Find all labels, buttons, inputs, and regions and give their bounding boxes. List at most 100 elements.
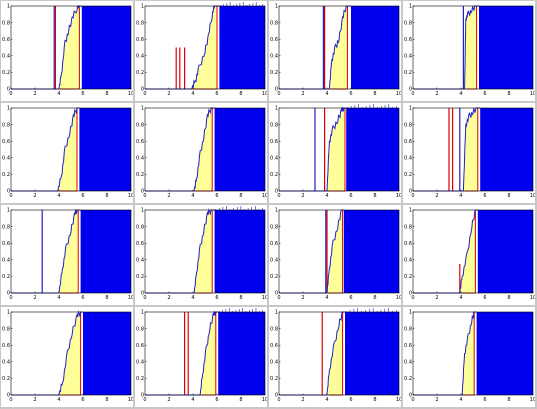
y-tick-label: 0.4 — [136, 360, 144, 366]
panel-13: 0 2 4 6 8 10 0 0.2 0.4 0.6 0.8 1 — [1, 307, 133, 407]
y-tick-label: 0.8 — [136, 20, 144, 26]
y-tick-label: 0.2 — [270, 376, 278, 382]
x-tick-label: 6 — [483, 295, 486, 301]
blue-block — [218, 312, 265, 395]
x-tick-label: 0 — [143, 397, 146, 403]
trace-line — [11, 5, 82, 90]
x-tick-label: 4 — [459, 397, 462, 403]
panel-4: 0 2 4 6 8 10 0 0.2 0.4 0.6 0.8 1 — [403, 1, 535, 101]
x-tick-label: 4 — [191, 397, 194, 403]
axes-box — [144, 209, 266, 294]
yellow-fill — [329, 6, 348, 89]
x-tick-label: 2 — [301, 295, 304, 301]
axes-box — [10, 5, 132, 90]
y-tick-label: 1 — [275, 106, 278, 112]
axes-box — [144, 5, 266, 90]
y-tick-label: 0.6 — [136, 241, 144, 247]
x-tick-label: 8 — [507, 295, 510, 301]
panel-plot: 0 2 4 6 8 10 0 0.2 0.4 0.6 0.8 1 — [404, 310, 535, 403]
y-tick-label: 0.8 — [270, 326, 278, 332]
y-tick-label: 0.6 — [404, 241, 412, 247]
y-tick-label: 0.4 — [136, 258, 144, 264]
y-tick-label: 0 — [141, 291, 144, 297]
panel-2: 0 2 4 6 8 10 0 0.2 0.4 0.6 0.8 1 — [135, 1, 267, 101]
trace-line — [279, 209, 344, 294]
y-tick-label: 0.2 — [136, 70, 144, 76]
trace-line — [279, 311, 345, 396]
panel-9: 0 2 4 6 8 10 0 0.2 0.4 0.6 0.8 1 — [1, 205, 133, 305]
axes-box — [144, 107, 266, 192]
y-tick-label: 0.2 — [2, 172, 10, 178]
y-tick-label: 0.6 — [2, 37, 10, 43]
y-tick-label: 0.4 — [2, 360, 10, 366]
panel-plot: 0 2 4 6 8 10 0 0.2 0.4 0.6 0.8 1 — [2, 4, 133, 97]
x-tick-label: 4 — [57, 193, 60, 199]
y-tick-label: 0.4 — [270, 54, 278, 60]
y-tick-label: 0.8 — [136, 326, 144, 332]
y-tick-label: 0.8 — [136, 122, 144, 128]
x-tick-label: 10 — [530, 91, 535, 97]
axes-box — [412, 107, 534, 192]
x-tick-label: 8 — [105, 397, 108, 403]
axes-box — [278, 5, 400, 90]
y-tick-label: 1 — [7, 310, 10, 316]
blue-block — [80, 210, 131, 293]
x-tick-label: 2 — [435, 295, 438, 301]
x-tick-label: 6 — [215, 193, 218, 199]
panel-plot: 0 2 4 6 8 10 0 0.2 0.4 0.6 0.8 1 — [404, 106, 535, 199]
y-tick-label: 1 — [141, 310, 144, 316]
axes-box — [412, 311, 534, 396]
blue-block — [214, 210, 265, 293]
y-tick-label: 0 — [409, 393, 412, 399]
y-tick-label: 0.2 — [136, 376, 144, 382]
x-tick-label: 0 — [277, 193, 280, 199]
x-tick-label: 8 — [373, 91, 376, 97]
y-tick-label: 0.6 — [270, 139, 278, 145]
x-tick-label: 8 — [239, 193, 242, 199]
x-tick-label: 6 — [81, 295, 84, 301]
x-tick-label: 0 — [411, 295, 414, 301]
yellow-fill — [327, 312, 343, 395]
y-tick-label: 1 — [275, 310, 278, 316]
axes-box — [278, 311, 400, 396]
trace-line — [279, 5, 351, 90]
y-tick-label: 0.8 — [270, 122, 278, 128]
x-tick-label: 10 — [530, 193, 535, 199]
x-tick-label: 8 — [373, 397, 376, 403]
panel-plot: 0 2 4 6 8 10 0 0.2 0.4 0.6 0.8 1 — [270, 208, 401, 301]
x-tick-label: 0 — [277, 91, 280, 97]
y-tick-label: 0.4 — [404, 156, 412, 162]
y-tick-label: 0.8 — [2, 326, 10, 332]
panel-plot: 0 2 4 6 8 10 0 0.2 0.4 0.6 0.8 1 — [136, 2, 267, 97]
y-tick-label: 0.2 — [136, 274, 144, 280]
trace-line — [279, 106, 347, 192]
y-tick-label: 0 — [7, 87, 10, 93]
x-tick-label: 6 — [215, 295, 218, 301]
y-tick-label: 0.2 — [2, 376, 10, 382]
x-tick-label: 10 — [262, 193, 267, 199]
y-tick-label: 0.6 — [2, 139, 10, 145]
y-tick-label: 0 — [409, 189, 412, 195]
y-tick-label: 0.6 — [136, 343, 144, 349]
y-tick-label: 0.4 — [2, 258, 10, 264]
panel-plot: 0 2 4 6 8 10 0 0.2 0.4 0.6 0.8 1 — [136, 106, 267, 199]
x-tick-label: 10 — [396, 397, 401, 403]
x-tick-label: 4 — [459, 295, 462, 301]
x-tick-label: 6 — [81, 193, 84, 199]
x-tick-label: 6 — [215, 397, 218, 403]
x-tick-label: 8 — [105, 91, 108, 97]
x-tick-label: 4 — [191, 193, 194, 199]
x-tick-label: 2 — [33, 91, 36, 97]
x-tick-label: 0 — [143, 295, 146, 301]
y-tick-label: 0.6 — [270, 37, 278, 43]
y-tick-label: 0.6 — [2, 241, 10, 247]
x-tick-label: 2 — [33, 295, 36, 301]
y-tick-label: 0.4 — [404, 258, 412, 264]
x-tick-label: 6 — [349, 193, 352, 199]
x-tick-label: 2 — [167, 193, 170, 199]
x-tick-label: 0 — [411, 193, 414, 199]
yellow-fill — [464, 6, 477, 89]
x-tick-label: 2 — [167, 91, 170, 97]
y-tick-label: 1 — [7, 4, 10, 10]
panel-plot: 0 2 4 6 8 10 0 0.2 0.4 0.6 0.8 1 — [2, 310, 133, 403]
